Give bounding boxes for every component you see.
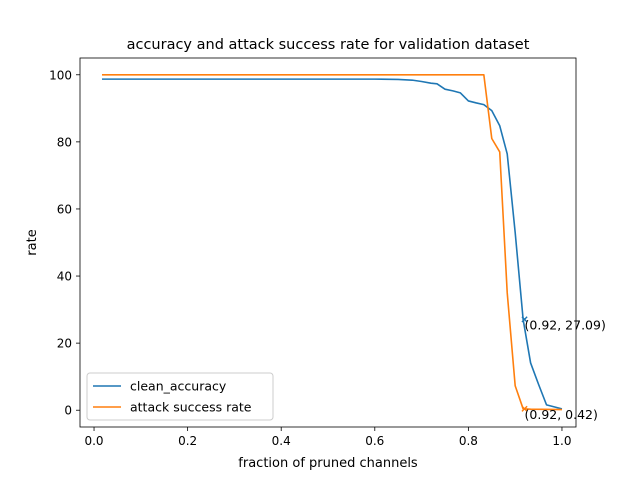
x-tick-label: 0.4	[272, 434, 291, 448]
x-tick-label: 1.0	[552, 434, 571, 448]
y-axis: 0 20 40 60 80 100	[49, 68, 80, 418]
x-tick-label: 0.8	[459, 434, 478, 448]
x-tick-label: 0.2	[178, 434, 197, 448]
annotation-label: (0.92, 27.09)	[525, 317, 606, 332]
chart-title: accuracy and attack success rate for val…	[127, 37, 530, 53]
marker-x	[521, 316, 528, 323]
legend-label: attack success rate	[130, 400, 252, 415]
y-tick-label: 60	[57, 202, 72, 216]
y-tick-label: 20	[57, 337, 72, 351]
legend-label: clean_accuracy	[130, 379, 227, 394]
x-axis: 0.0 0.2 0.4 0.6 0.8 1.0	[84, 427, 572, 448]
x-axis-label: fraction of pruned channels	[238, 456, 418, 471]
annotation-label: (0.92, 0.42)	[525, 407, 598, 422]
plot-area: (0.92, 27.09) (0.92, 0.42)	[101, 73, 606, 422]
x-tick-label: 0.6	[365, 434, 384, 448]
axes-frame	[79, 57, 577, 428]
y-tick-label: 100	[49, 68, 72, 82]
marker-x	[521, 405, 528, 412]
x-tick-label: 0.0	[84, 434, 103, 448]
y-tick-label: 40	[57, 270, 72, 284]
series-line-attack-success-rate	[101, 73, 562, 411]
y-tick-label: 0	[64, 404, 72, 418]
y-axis-label: rate	[25, 229, 40, 255]
y-tick-label: 80	[57, 135, 72, 149]
legend-box	[86, 372, 274, 421]
series-line-clean-accuracy	[101, 78, 563, 410]
